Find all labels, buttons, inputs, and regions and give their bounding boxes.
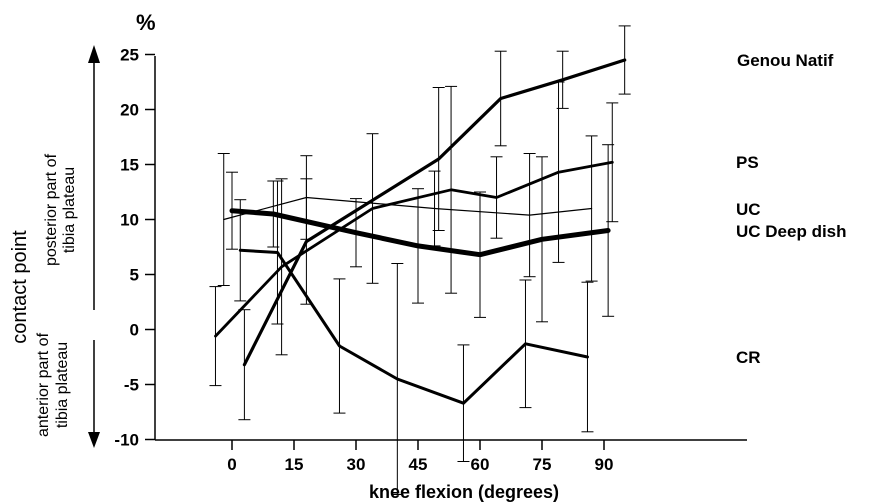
series-label-uc: UC xyxy=(736,200,761,219)
y-axis-title-group: contact point posterior part of tibia pl… xyxy=(9,45,100,448)
x-tick-label: 45 xyxy=(409,455,428,474)
series-label-genou-natif: Genou Natif xyxy=(737,51,834,70)
y-tick-label: -5 xyxy=(124,376,139,395)
x-tick-label: 15 xyxy=(285,455,304,474)
series-labels: Genou Natif PS UC UC Deep dish CR xyxy=(736,51,847,367)
x-axis-title: knee flexion (degrees) xyxy=(369,482,559,502)
x-tick-label: 30 xyxy=(347,455,366,474)
y-tick-label: 5 xyxy=(130,266,139,285)
y-down-arrow-icon xyxy=(88,432,100,448)
tick-marks xyxy=(145,53,605,450)
series-ps xyxy=(209,81,619,387)
series-line xyxy=(242,58,627,367)
x-tick-label: 60 xyxy=(471,455,490,474)
series-genou-natif xyxy=(238,25,631,421)
y-tick-label: 20 xyxy=(120,101,139,120)
y-tick-label: 25 xyxy=(120,46,139,65)
y-lower-label-line1: anterior part of xyxy=(35,332,52,437)
series-label-cr: CR xyxy=(736,348,761,367)
tick-labels: 25 20 15 10 5 0 -5 -10 0 15 30 45 60 75 90 xyxy=(114,46,613,475)
y-tick-label: 15 xyxy=(120,156,139,175)
series-cr xyxy=(234,180,594,495)
series-label-ps: PS xyxy=(736,153,759,172)
x-tick-label: 0 xyxy=(227,455,236,474)
series-label-uc-deep-dish: UC Deep dish xyxy=(736,222,847,241)
y-tick-label: -10 xyxy=(114,431,139,450)
series-uc-deep-dish xyxy=(226,144,615,323)
series-uc xyxy=(217,135,598,286)
axes xyxy=(154,56,747,441)
series-line xyxy=(214,160,614,338)
series-line xyxy=(238,248,589,405)
series-line xyxy=(223,196,593,221)
series-line xyxy=(229,208,611,258)
y-axis-title: contact point xyxy=(9,230,31,344)
y-upper-label-line2: tibia plateau xyxy=(61,167,78,253)
y-tick-label: 10 xyxy=(120,211,139,230)
y-upper-label-line1: posterior part of xyxy=(43,153,60,266)
y-up-arrow-icon xyxy=(88,45,100,63)
series-layer xyxy=(209,25,631,495)
x-tick-label: 75 xyxy=(533,455,552,474)
x-tick-label: 90 xyxy=(595,455,614,474)
y-unit-label: % xyxy=(136,10,156,35)
y-tick-label: 0 xyxy=(130,321,139,340)
y-lower-label-line2: tibia plateau xyxy=(54,342,71,428)
